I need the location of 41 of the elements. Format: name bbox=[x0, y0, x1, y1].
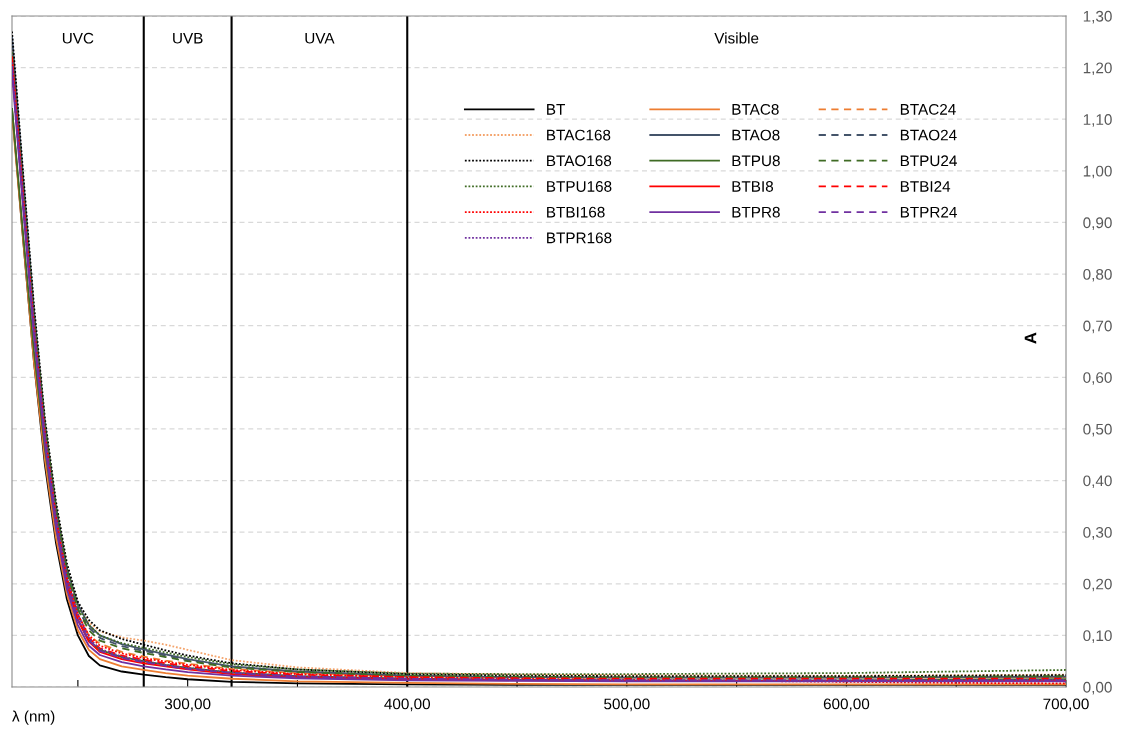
legend-label: BTBI24 bbox=[900, 181, 951, 192]
y-tick-label: 1,20 bbox=[1083, 62, 1112, 76]
y-axis-title: A bbox=[1024, 332, 1037, 344]
y-tick-label: 1,10 bbox=[1083, 114, 1112, 127]
legend-label: BTAC8 bbox=[732, 103, 779, 115]
legend-label: BTAC24 bbox=[900, 103, 956, 115]
legend-label: BTPU24 bbox=[900, 155, 957, 167]
y-tick-label: 0,20 bbox=[1083, 578, 1112, 592]
y-tick-label: 0,90 bbox=[1083, 217, 1112, 230]
annotation: Visible bbox=[714, 32, 759, 44]
x-tick-label: 400,00 bbox=[384, 698, 431, 712]
y-tick-label: 0,70 bbox=[1083, 320, 1112, 334]
x-tick-label: 500,00 bbox=[604, 698, 650, 712]
legend-label: BTPR8 bbox=[732, 206, 780, 218]
legend-label: BTAO8 bbox=[732, 129, 780, 141]
annotation: UVA bbox=[305, 32, 335, 44]
x-tick-label: 300,00 bbox=[164, 698, 211, 712]
x-axis-title: λ (nm) bbox=[12, 710, 55, 725]
y-tick-label: 0,30 bbox=[1083, 527, 1112, 540]
legend-label: BTPR168 bbox=[547, 232, 612, 244]
legend-label: BTAO24 bbox=[900, 129, 957, 141]
legend-label: BTPR24 bbox=[900, 206, 957, 218]
annotation: UVB bbox=[173, 32, 203, 44]
y-tick-label: 0,00 bbox=[1083, 681, 1112, 695]
legend-label: BTAC168 bbox=[547, 129, 611, 141]
x-tick-label: 600,00 bbox=[823, 698, 870, 712]
y-tick-label: 0,10 bbox=[1083, 630, 1112, 643]
y-tick-label: 1,30 bbox=[1083, 10, 1112, 24]
y-tick-label: 0,80 bbox=[1083, 268, 1112, 282]
x-tick-label: 700,00 bbox=[1043, 698, 1089, 712]
annotation: UVC bbox=[62, 32, 94, 44]
legend-label: BTPU168 bbox=[547, 181, 612, 192]
legend-label: BTBI168 bbox=[547, 206, 605, 218]
y-tick-label: 0,50 bbox=[1083, 423, 1112, 437]
y-tick-label: 1,00 bbox=[1083, 165, 1112, 179]
y-tick-label: 0,60 bbox=[1083, 372, 1112, 385]
legend-label: BTAO168 bbox=[547, 155, 612, 167]
legend-label: BT bbox=[547, 104, 566, 115]
y-tick-label: 0,40 bbox=[1083, 475, 1112, 489]
legend-label: BTPU8 bbox=[732, 155, 780, 167]
legend-label: BTBI8 bbox=[732, 181, 774, 192]
